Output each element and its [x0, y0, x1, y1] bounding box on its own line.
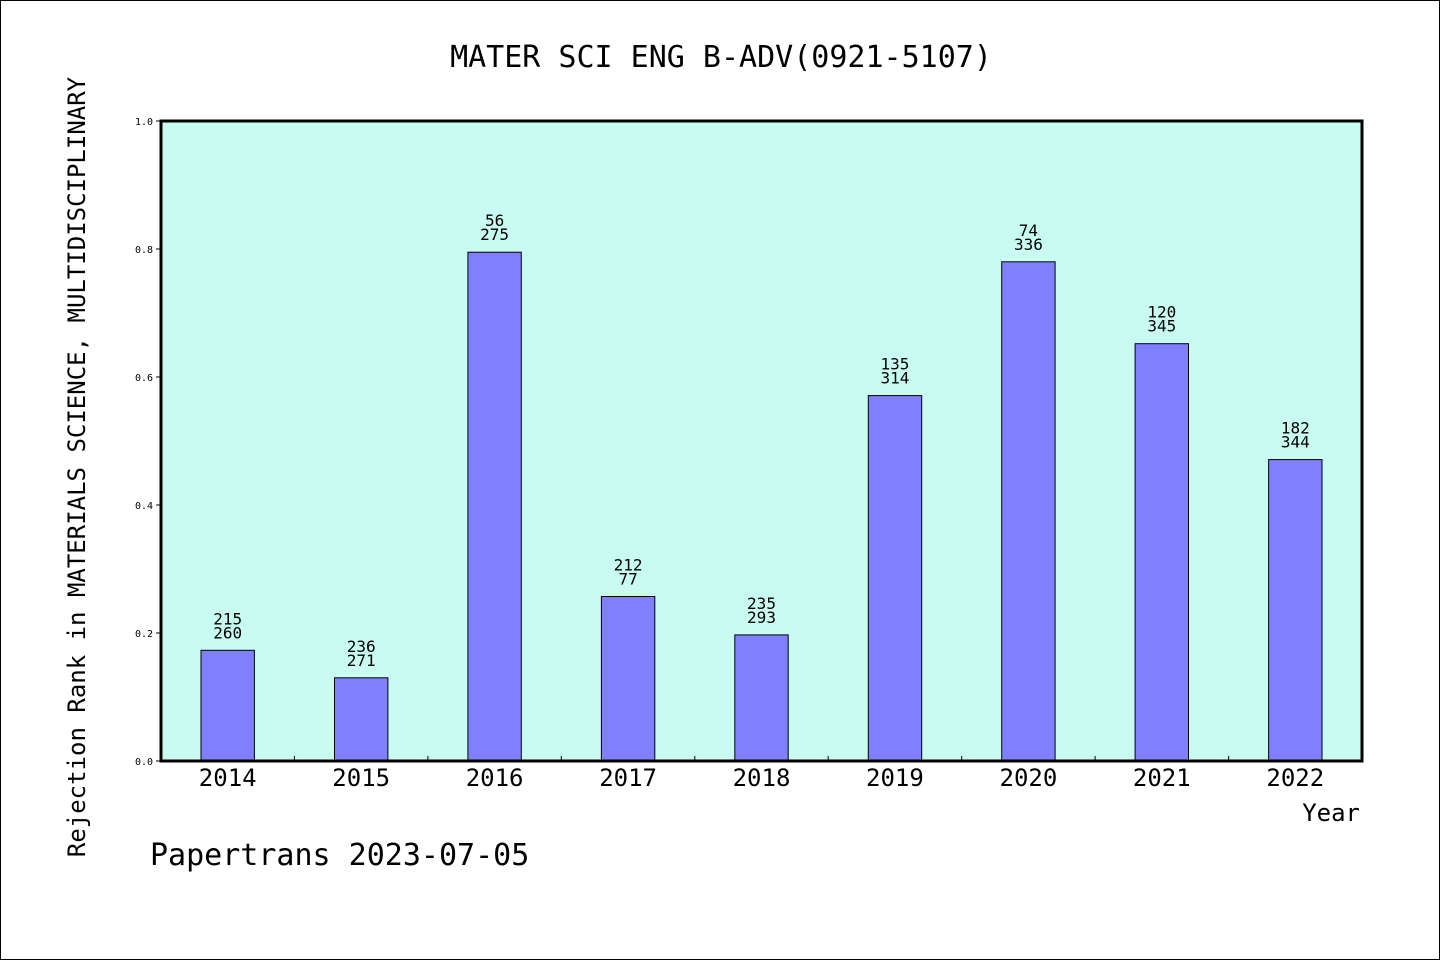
bar-2021: [1134, 343, 1189, 762]
x-ticks-group: 2014 2015 2016 2017 2018 2019 2020 2021 2022: [199, 756, 1324, 792]
bar-2016: [467, 251, 522, 762]
y-tick-label-3: 0.6: [135, 373, 153, 384]
bar-2020: [1001, 261, 1056, 762]
bar-label-2021-2: 345: [1147, 317, 1176, 336]
plot-frame: [159, 119, 1364, 763]
y-tick-label-2: 0.4: [135, 501, 153, 512]
bar-label-2015-1: 236: [347, 637, 376, 656]
bar-label-2016-1: 56: [485, 211, 504, 230]
y-ticks-group: 0.0 0.2 0.4 0.6 0.8 1.0: [135, 117, 161, 768]
bar-label-2019-1: 135: [880, 355, 909, 374]
x-tick-label-2021: 2021: [1133, 764, 1191, 792]
bar-label-2015-2: 271: [347, 651, 376, 670]
bar-2018: [734, 634, 789, 762]
bar-label-2014-2: 260: [213, 623, 242, 642]
x-tick-label-2014: 2014: [199, 764, 257, 792]
x-tick-label-2018: 2018: [733, 764, 791, 792]
bar-label-2017-1: 212: [614, 556, 643, 575]
x-tick-label-2017: 2017: [599, 764, 657, 792]
bar-label-2019-2: 314: [880, 369, 909, 388]
bar-label-2020-1: 74: [1019, 221, 1038, 240]
x-tick-label-2019: 2019: [866, 764, 924, 792]
chart-title: MATER SCI ENG B-ADV(0921-5107): [450, 40, 992, 75]
bar-2017: [600, 596, 656, 762]
x-axis-label: Year: [1302, 799, 1360, 827]
y-axis-label: Rejection Rank in MATERIALS SCIENCE, MUL…: [63, 76, 91, 857]
bar-2019: [867, 395, 923, 762]
bar-label-2020-2: 336: [1014, 235, 1043, 254]
bars-group: [200, 251, 1323, 762]
y-tick-label-5: 1.0: [135, 117, 153, 128]
bar-label-2022-1: 182: [1281, 419, 1310, 438]
bar-label-2017-2: 77: [618, 570, 637, 589]
y-tick-label-4: 0.8: [135, 245, 153, 256]
y-tick-label-0: 0.0: [135, 757, 153, 768]
bar-label-2021-1: 120: [1147, 303, 1176, 322]
y-tick-label-1: 0.2: [135, 629, 153, 640]
bar-label-2016-2: 275: [480, 225, 509, 244]
x-tick-label-2022: 2022: [1266, 764, 1324, 792]
footer-watermark: Papertrans 2023-07-05: [150, 838, 529, 873]
bar-2015: [334, 677, 389, 762]
x-tick-label-2015: 2015: [332, 764, 390, 792]
bar-label-2018-2: 293: [747, 608, 776, 627]
bar-2014: [200, 649, 255, 762]
bar-label-2014-1: 215: [213, 609, 242, 628]
bar-label-2022-2: 344: [1281, 433, 1310, 452]
bar-2022: [1268, 459, 1323, 762]
x-tick-label-2016: 2016: [466, 764, 524, 792]
x-tick-label-2020: 2020: [1000, 764, 1058, 792]
bar-label-2018-1: 235: [747, 594, 776, 613]
